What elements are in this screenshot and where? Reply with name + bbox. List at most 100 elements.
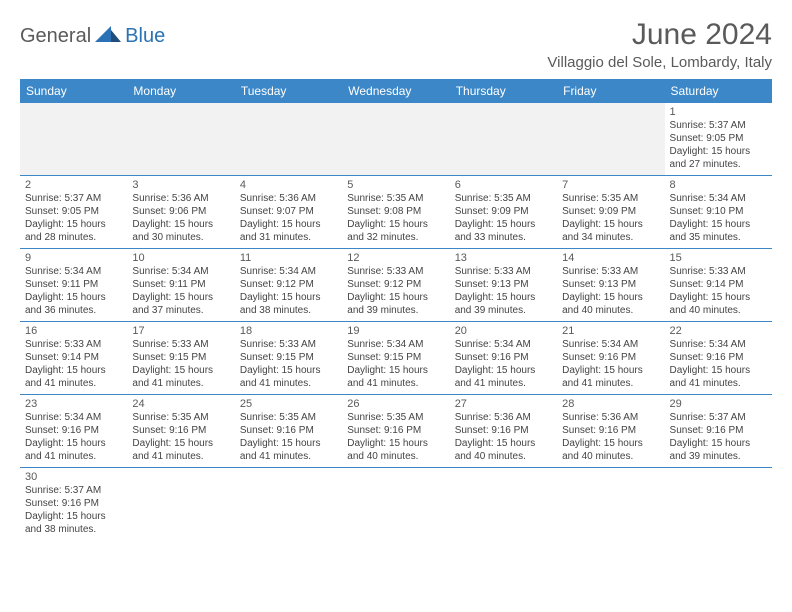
calendar-cell: 4Sunrise: 5:36 AMSunset: 9:07 PMDaylight… — [235, 176, 342, 249]
day-info: Sunrise: 5:33 AMSunset: 9:12 PMDaylight:… — [347, 265, 444, 317]
day-number: 11 — [240, 252, 337, 264]
day-info: Sunrise: 5:34 AMSunset: 9:11 PMDaylight:… — [25, 265, 122, 317]
calendar-cell: 23Sunrise: 5:34 AMSunset: 9:16 PMDayligh… — [20, 395, 127, 468]
calendar-cell: 6Sunrise: 5:35 AMSunset: 9:09 PMDaylight… — [450, 176, 557, 249]
day-number: 26 — [347, 398, 444, 410]
calendar-cell — [450, 103, 557, 176]
day-info: Sunrise: 5:36 AMSunset: 9:16 PMDaylight:… — [455, 411, 552, 463]
day-number: 1 — [670, 106, 767, 118]
day-info: Sunrise: 5:34 AMSunset: 9:16 PMDaylight:… — [25, 411, 122, 463]
header: General Blue June 2024 Villaggio del Sol… — [20, 18, 772, 71]
month-title: June 2024 — [547, 18, 772, 52]
calendar-cell: 2Sunrise: 5:37 AMSunset: 9:05 PMDaylight… — [20, 176, 127, 249]
day-number: 17 — [132, 325, 229, 337]
calendar-cell — [127, 468, 234, 541]
calendar-cell: 17Sunrise: 5:33 AMSunset: 9:15 PMDayligh… — [127, 322, 234, 395]
calendar-cell — [127, 103, 234, 176]
calendar-cell: 21Sunrise: 5:34 AMSunset: 9:16 PMDayligh… — [557, 322, 664, 395]
weekday-header: Wednesday — [342, 79, 449, 103]
calendar-row: 9Sunrise: 5:34 AMSunset: 9:11 PMDaylight… — [20, 249, 772, 322]
brand-logo: General Blue — [20, 24, 165, 49]
weekday-header: Thursday — [450, 79, 557, 103]
day-number: 29 — [670, 398, 767, 410]
day-info: Sunrise: 5:37 AMSunset: 9:05 PMDaylight:… — [25, 192, 122, 244]
calendar-cell: 10Sunrise: 5:34 AMSunset: 9:11 PMDayligh… — [127, 249, 234, 322]
calendar-cell: 15Sunrise: 5:33 AMSunset: 9:14 PMDayligh… — [665, 249, 772, 322]
day-info: Sunrise: 5:35 AMSunset: 9:09 PMDaylight:… — [455, 192, 552, 244]
calendar-cell: 20Sunrise: 5:34 AMSunset: 9:16 PMDayligh… — [450, 322, 557, 395]
day-info: Sunrise: 5:34 AMSunset: 9:10 PMDaylight:… — [670, 192, 767, 244]
day-info: Sunrise: 5:37 AMSunset: 9:16 PMDaylight:… — [670, 411, 767, 463]
day-info: Sunrise: 5:33 AMSunset: 9:14 PMDaylight:… — [25, 338, 122, 390]
day-info: Sunrise: 5:35 AMSunset: 9:16 PMDaylight:… — [240, 411, 337, 463]
calendar-cell — [450, 468, 557, 541]
calendar-cell — [557, 103, 664, 176]
day-number: 10 — [132, 252, 229, 264]
day-number: 4 — [240, 179, 337, 191]
calendar-cell: 18Sunrise: 5:33 AMSunset: 9:15 PMDayligh… — [235, 322, 342, 395]
calendar-table: Sunday Monday Tuesday Wednesday Thursday… — [20, 79, 772, 540]
day-info: Sunrise: 5:37 AMSunset: 9:05 PMDaylight:… — [670, 119, 767, 171]
day-info: Sunrise: 5:35 AMSunset: 9:16 PMDaylight:… — [132, 411, 229, 463]
day-info: Sunrise: 5:33 AMSunset: 9:13 PMDaylight:… — [455, 265, 552, 317]
calendar-row: 23Sunrise: 5:34 AMSunset: 9:16 PMDayligh… — [20, 395, 772, 468]
day-info: Sunrise: 5:34 AMSunset: 9:15 PMDaylight:… — [347, 338, 444, 390]
day-number: 18 — [240, 325, 337, 337]
day-number: 6 — [455, 179, 552, 191]
weekday-header: Sunday — [20, 79, 127, 103]
day-info: Sunrise: 5:33 AMSunset: 9:15 PMDaylight:… — [132, 338, 229, 390]
calendar-cell: 13Sunrise: 5:33 AMSunset: 9:13 PMDayligh… — [450, 249, 557, 322]
calendar-cell: 5Sunrise: 5:35 AMSunset: 9:08 PMDaylight… — [342, 176, 449, 249]
day-number: 30 — [25, 471, 122, 483]
day-number: 8 — [670, 179, 767, 191]
calendar-row: 16Sunrise: 5:33 AMSunset: 9:14 PMDayligh… — [20, 322, 772, 395]
day-number: 27 — [455, 398, 552, 410]
day-info: Sunrise: 5:35 AMSunset: 9:16 PMDaylight:… — [347, 411, 444, 463]
calendar-cell: 29Sunrise: 5:37 AMSunset: 9:16 PMDayligh… — [665, 395, 772, 468]
day-info: Sunrise: 5:35 AMSunset: 9:09 PMDaylight:… — [562, 192, 659, 244]
day-number: 2 — [25, 179, 122, 191]
calendar-cell: 28Sunrise: 5:36 AMSunset: 9:16 PMDayligh… — [557, 395, 664, 468]
calendar-cell — [557, 468, 664, 541]
calendar-cell: 22Sunrise: 5:34 AMSunset: 9:16 PMDayligh… — [665, 322, 772, 395]
calendar-cell: 1Sunrise: 5:37 AMSunset: 9:05 PMDaylight… — [665, 103, 772, 176]
day-info: Sunrise: 5:34 AMSunset: 9:16 PMDaylight:… — [562, 338, 659, 390]
calendar-cell: 24Sunrise: 5:35 AMSunset: 9:16 PMDayligh… — [127, 395, 234, 468]
day-number: 13 — [455, 252, 552, 264]
calendar-cell: 27Sunrise: 5:36 AMSunset: 9:16 PMDayligh… — [450, 395, 557, 468]
day-number: 20 — [455, 325, 552, 337]
calendar-cell: 8Sunrise: 5:34 AMSunset: 9:10 PMDaylight… — [665, 176, 772, 249]
calendar-cell — [235, 468, 342, 541]
calendar-cell — [665, 468, 772, 541]
calendar-cell — [342, 468, 449, 541]
calendar-row: 2Sunrise: 5:37 AMSunset: 9:05 PMDaylight… — [20, 176, 772, 249]
day-number: 5 — [347, 179, 444, 191]
day-info: Sunrise: 5:34 AMSunset: 9:12 PMDaylight:… — [240, 265, 337, 317]
day-number: 22 — [670, 325, 767, 337]
day-number: 12 — [347, 252, 444, 264]
day-number: 7 — [562, 179, 659, 191]
calendar-cell — [342, 103, 449, 176]
day-number: 14 — [562, 252, 659, 264]
calendar-cell — [235, 103, 342, 176]
day-number: 28 — [562, 398, 659, 410]
day-info: Sunrise: 5:34 AMSunset: 9:16 PMDaylight:… — [670, 338, 767, 390]
day-number: 24 — [132, 398, 229, 410]
day-number: 23 — [25, 398, 122, 410]
day-info: Sunrise: 5:36 AMSunset: 9:07 PMDaylight:… — [240, 192, 337, 244]
calendar-cell: 25Sunrise: 5:35 AMSunset: 9:16 PMDayligh… — [235, 395, 342, 468]
calendar-cell: 12Sunrise: 5:33 AMSunset: 9:12 PMDayligh… — [342, 249, 449, 322]
weekday-header: Friday — [557, 79, 664, 103]
day-info: Sunrise: 5:37 AMSunset: 9:16 PMDaylight:… — [25, 484, 122, 536]
calendar-cell: 16Sunrise: 5:33 AMSunset: 9:14 PMDayligh… — [20, 322, 127, 395]
flag-icon — [95, 24, 123, 49]
day-info: Sunrise: 5:36 AMSunset: 9:16 PMDaylight:… — [562, 411, 659, 463]
title-block: June 2024 Villaggio del Sole, Lombardy, … — [547, 18, 772, 71]
brand-text-2: Blue — [125, 25, 165, 48]
calendar-row: 1Sunrise: 5:37 AMSunset: 9:05 PMDaylight… — [20, 103, 772, 176]
location-text: Villaggio del Sole, Lombardy, Italy — [547, 54, 772, 71]
day-number: 21 — [562, 325, 659, 337]
day-info: Sunrise: 5:34 AMSunset: 9:16 PMDaylight:… — [455, 338, 552, 390]
calendar-cell: 26Sunrise: 5:35 AMSunset: 9:16 PMDayligh… — [342, 395, 449, 468]
brand-text-1: General — [20, 25, 91, 48]
